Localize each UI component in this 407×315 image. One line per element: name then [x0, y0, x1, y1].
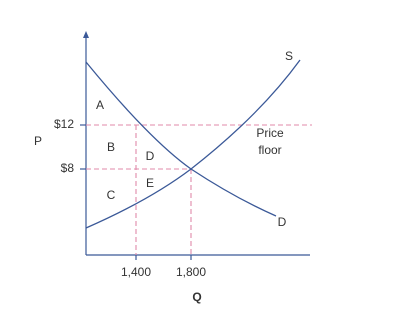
y-axis-label: P	[34, 134, 42, 148]
region-label: C	[107, 188, 116, 202]
x-axis-label: Q	[192, 290, 201, 304]
region-label: B	[107, 140, 115, 154]
supply-label: S	[285, 49, 293, 63]
y-axis-arrow	[83, 31, 89, 38]
region-label: A	[96, 98, 104, 112]
supply-curve	[85, 59, 301, 229]
annotation: floor	[258, 143, 281, 157]
x-tick-label: 1,400	[121, 265, 151, 279]
y-tick-label: $8	[61, 161, 75, 175]
region-label: D	[146, 149, 155, 163]
annotation: Price	[256, 126, 284, 140]
demand-label: D	[278, 215, 287, 229]
x-tick-label: 1,800	[176, 265, 206, 279]
y-tick-label: $12	[54, 117, 74, 131]
region-label: E	[146, 176, 154, 190]
demand-curve	[85, 61, 277, 217]
